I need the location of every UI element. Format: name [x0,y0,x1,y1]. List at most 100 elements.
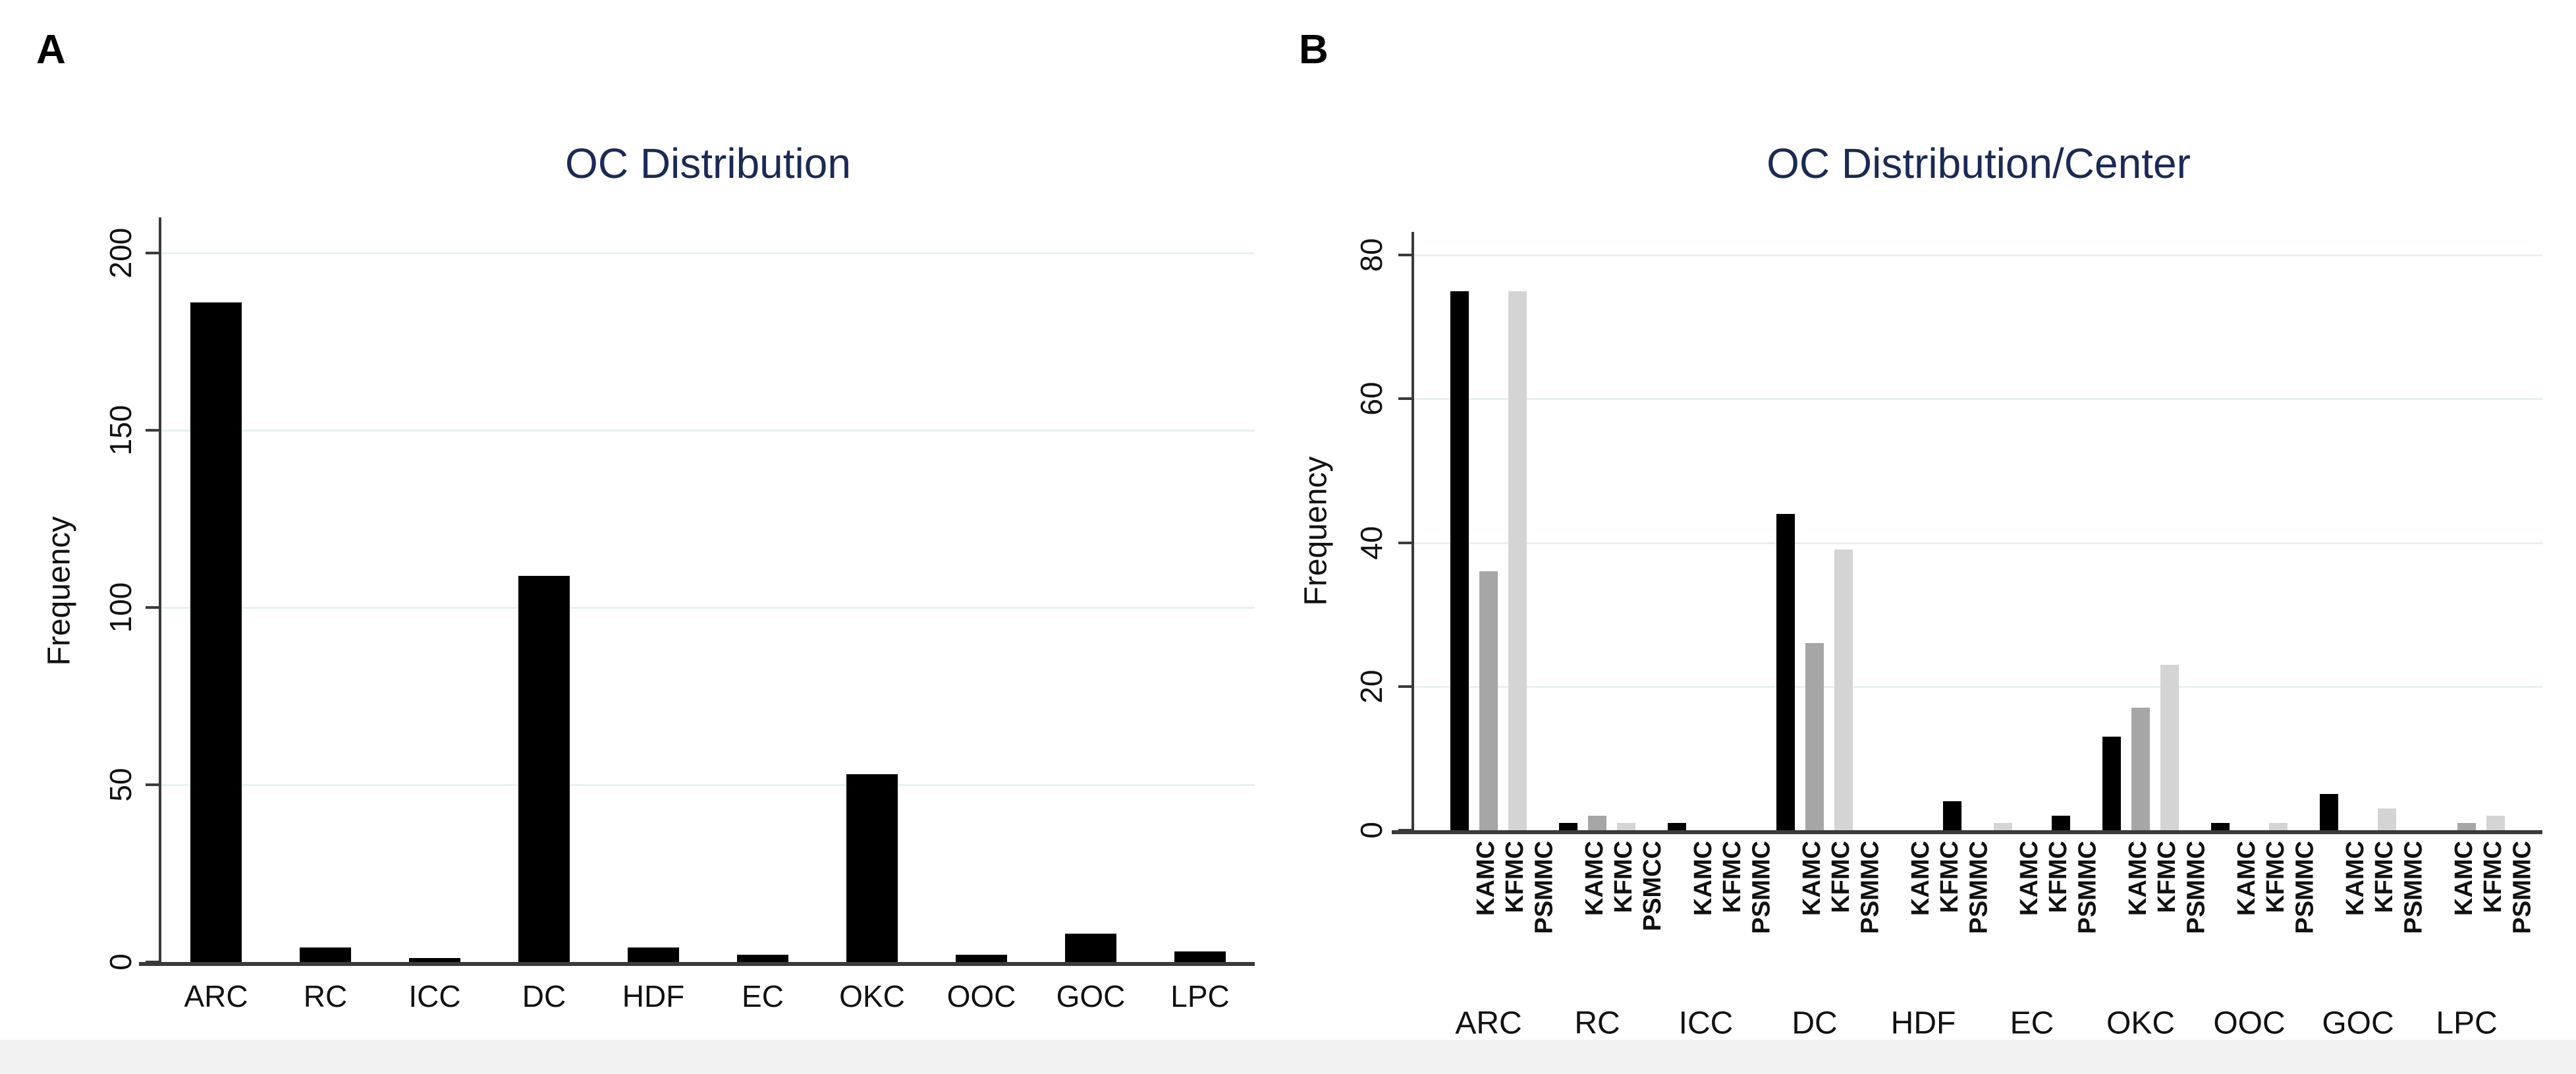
x-label-GOC: GOC [1056,979,1126,1013]
x-sublabel-RC-PSMCC: PSMCC [1639,841,1666,932]
x-sublabel-GOC-KAMC: KAMC [2342,841,2369,916]
bar-ARC-KAMC [1450,291,1469,830]
bar-LPC-PSMMC [2486,816,2505,830]
y-tick-50 [146,783,161,786]
x-sublabel-EC-KAMC: KAMC [2015,841,2043,916]
x-sublabel-GOC-PSMMC: PSMMC [2399,841,2427,934]
x-label-OKC: OKC [839,979,905,1013]
gridline-200 [161,252,1255,254]
bar-RC-KAMC [1559,823,1577,830]
x-sublabel-ARC-PSMMC: PSMMC [1530,841,1558,934]
gridline-50 [161,784,1255,786]
bar-GOC [1065,934,1116,962]
x-sublabel-RC-KAMC: KAMC [1581,841,1608,916]
x-sublabel-EC-KFMC: KFMC [2044,841,2072,913]
bar-DC-PSMMC [1834,550,1853,830]
x-label-ARC: ARC [184,979,248,1013]
y-axis-line [159,217,161,965]
bar-OOC-KAMC [2211,823,2230,830]
y-tick-label-80: 80 [1354,238,1388,272]
y-tick-label-150: 150 [103,405,138,456]
x-sublabel-ICC-KAMC: KAMC [1689,841,1717,916]
chart-a-ylabel: Frequency [41,516,77,666]
chart-b-ylabel: Frequency [1298,456,1334,606]
bar-EC [737,955,788,962]
bar-OKC-KFMC [2131,708,2150,830]
bar-ARC-PSMMC [1508,291,1527,830]
y-tick-label-0: 0 [103,953,138,971]
x-sublabel-OKC-PSMMC: PSMMC [2182,841,2210,934]
x-group-label-EC: EC [2010,1005,2054,1041]
x-sublabel-HDF-PSMMC: PSMMC [1965,841,1992,934]
x-label-RC: RC [303,979,348,1013]
x-group-label-HDF: HDF [1890,1005,1956,1041]
x-group-label-DC: DC [1792,1005,1838,1041]
gridline-80 [1414,254,2542,256]
x-group-label-LPC: LPC [2436,1005,2498,1041]
x-sublabel-OOC-KFMC: KFMC [2262,841,2289,913]
x-sublabel-GOC-KFMC: KFMC [2370,841,2398,913]
x-sublabel-EC-PSMMC: PSMMC [2073,841,2101,934]
y-tick-label-20: 20 [1354,669,1388,704]
x-group-label-RC: RC [1574,1005,1620,1041]
x-sublabel-ICC-KFMC: KFMC [1718,841,1746,913]
x-label-OOC: OOC [946,979,1016,1013]
x-label-LPC: LPC [1170,979,1230,1013]
x-sublabel-ARC-KAMC: KAMC [1472,841,1500,916]
x-sublabel-LPC-KAMC: KAMC [2450,841,2478,916]
y-tick-60 [1398,397,1414,401]
bar-EC-PSMMC [2052,816,2070,830]
panel-a-letter: A [36,27,66,72]
x-label-HDF: HDF [622,979,685,1013]
bar-OOC [956,955,1007,962]
x-group-label-ICC: ICC [1678,1005,1734,1041]
gridline-60 [1414,398,2542,401]
gridline-20 [1414,685,2542,688]
y-tick-label-200: 200 [103,227,138,279]
bar-DC-KFMC [1805,643,1824,830]
bar-DC [518,576,570,962]
x-sublabel-DC-PSMMC: PSMMC [1856,841,1884,934]
bar-RC [300,947,351,962]
x-sublabel-ARC-KFMC: KFMC [1501,841,1529,913]
x-sublabel-LPC-PSMMC: PSMMC [2508,841,2536,934]
bar-ICC [409,958,460,962]
y-axis-line [1411,232,1414,834]
bar-ARC [190,302,242,962]
y-tick-200 [146,252,161,254]
x-sublabel-LPC-KFMC: KFMC [2479,841,2507,913]
x-sublabel-OOC-KAMC: KAMC [2233,841,2261,916]
y-tick-20 [1398,685,1414,688]
bar-LPC-KFMC [2457,823,2476,830]
chart-b-title: OC Distribution/Center [1767,140,2191,187]
x-axis-line [1392,830,2542,834]
bar-OKC [846,774,898,962]
bar-EC-KAMC [1994,823,2012,830]
x-group-label-OOC: OOC [2213,1005,2286,1041]
x-label-ICC: ICC [408,979,461,1013]
y-tick-label-60: 60 [1354,382,1388,416]
bar-LPC [1174,951,1226,962]
y-tick-100 [146,606,161,609]
y-tick-label-0: 0 [1354,822,1388,839]
y-tick-40 [1398,541,1414,544]
x-sublabel-ICC-PSMMC: PSMMC [1747,841,1775,934]
x-sublabel-DC-KAMC: KAMC [1798,841,1826,916]
x-sublabel-HDF-KAMC: KAMC [1907,841,1934,916]
bar-OKC-PSMMC [2160,665,2179,830]
x-sublabel-DC-KFMC: KFMC [1827,841,1855,913]
panel-b-letter: B [1299,27,1329,72]
bar-GOC-KAMC [2320,794,2338,830]
x-group-label-ARC: ARC [1455,1005,1522,1041]
bar-ICC-KAMC [1668,823,1686,830]
gridline-40 [1414,542,2542,544]
bar-OKC-KAMC [2102,737,2121,830]
x-group-label-OKC: OKC [2106,1005,2176,1041]
bar-HDF [628,947,679,962]
x-group-label-GOC: GOC [2322,1005,2394,1041]
y-tick-label-100: 100 [103,582,138,633]
bar-DC-KAMC [1776,514,1795,830]
y-tick-label-50: 50 [103,768,138,802]
x-label-EC: EC [742,979,784,1013]
bar-RC-KFMC [1588,816,1606,830]
